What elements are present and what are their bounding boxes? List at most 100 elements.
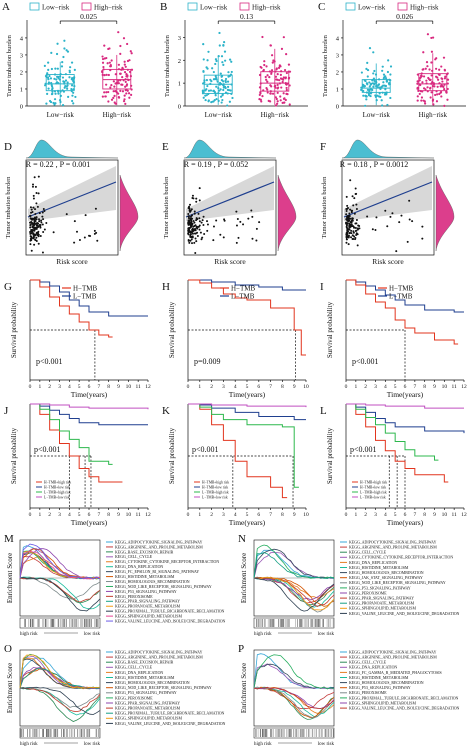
- legend-swatch-low: [29, 2, 40, 11]
- data-point-high: [286, 93, 289, 96]
- data-point: [351, 217, 354, 220]
- data-point: [353, 235, 356, 238]
- y-axis-label: Survival probability: [168, 427, 176, 484]
- data-point-low: [383, 93, 387, 96]
- x-tick-label: 2: [364, 384, 367, 390]
- pathway-name: KEGG_PEROXISOME: [115, 696, 153, 700]
- data-point: [411, 220, 414, 223]
- data-point-high: [103, 74, 106, 77]
- data-point: [38, 220, 41, 223]
- data-point: [355, 208, 358, 211]
- data-point-high: [108, 47, 111, 50]
- enrichment-curve: [253, 577, 335, 601]
- data-point-high: [288, 103, 291, 106]
- data-point-low: [387, 59, 390, 62]
- data-point-high: [102, 65, 105, 69]
- data-point: [188, 229, 191, 232]
- y-axis-label: Survival probability: [326, 427, 334, 484]
- data-point-low: [368, 85, 371, 88]
- data-point-low: [230, 92, 233, 95]
- data-point-low: [74, 95, 77, 99]
- data-point-high: [113, 94, 116, 98]
- data-point-high: [125, 92, 128, 95]
- data-point: [37, 233, 40, 236]
- legend-entry: L−TMB+low risk: [360, 496, 386, 500]
- data-point: [242, 223, 245, 226]
- data-point-low: [47, 82, 50, 85]
- data-point: [93, 229, 96, 232]
- data-point: [34, 216, 37, 219]
- x-category-high: High−risk: [103, 111, 132, 119]
- pathway-name: KEGG_HISTIDINE_METABOLISM: [349, 676, 409, 680]
- data-point-high: [259, 98, 262, 101]
- x-tick-label: 3: [374, 512, 377, 518]
- data-point: [187, 223, 190, 226]
- data-point-low: [56, 67, 59, 70]
- data-point-low: [369, 88, 372, 91]
- data-point-high: [119, 79, 122, 82]
- enrichment-curve: [19, 543, 101, 580]
- data-point-low: [360, 86, 363, 89]
- km-curve-h-tmb: [188, 279, 306, 356]
- y-axis-label: Tumor tmbation burden: [163, 176, 170, 239]
- data-point: [348, 228, 351, 231]
- x-category-low: Low−risk: [47, 111, 75, 119]
- data-point-high: [101, 55, 104, 58]
- data-point-low: [364, 94, 367, 97]
- data-point-low: [55, 78, 58, 81]
- data-point-high: [274, 70, 277, 73]
- x-tick-label: 8: [107, 512, 110, 518]
- data-point-low: [228, 89, 231, 92]
- data-point-low: [212, 70, 215, 74]
- data-point: [191, 227, 194, 230]
- data-point-high: [109, 65, 112, 68]
- x-tick-label: 0: [345, 512, 348, 518]
- data-point: [187, 227, 190, 230]
- data-point-high: [438, 82, 441, 85]
- data-point-low: [365, 67, 368, 70]
- data-point-low: [66, 87, 69, 90]
- data-point-low: [231, 96, 234, 100]
- legend-entry: L−TMB+high risk: [360, 491, 387, 495]
- data-point-high: [276, 91, 279, 94]
- data-point-low: [202, 96, 205, 99]
- data-point-high: [269, 92, 272, 95]
- pathway-name: KEGG_HOMOLOGOUS_RECOMBINATION: [349, 681, 424, 685]
- data-point-low: [53, 90, 57, 93]
- data-point-high: [274, 75, 278, 78]
- km-curve-2: [30, 403, 148, 426]
- data-point-low: [63, 39, 66, 42]
- y-tick-label: 0: [20, 104, 23, 111]
- data-point: [189, 222, 192, 225]
- data-point: [198, 220, 201, 223]
- data-point-high: [122, 37, 126, 40]
- legend-entry: H−TMB+high risk: [44, 481, 71, 485]
- density-right: [119, 174, 139, 252]
- scatter-panel-F: F R = 0.18 , P = 0.0012 Risk score Tumor tm…: [320, 139, 455, 266]
- pathway-name: KEGG_CELL_CYCLE: [349, 661, 387, 665]
- y-tick-label: 1: [178, 81, 181, 88]
- data-point-low: [364, 104, 367, 107]
- data-point: [190, 224, 193, 227]
- data-point: [33, 221, 36, 224]
- data-point-low: [65, 49, 68, 52]
- x-tick-label: 0: [187, 384, 190, 390]
- data-point-low: [60, 65, 64, 68]
- x-tick-label: 8: [281, 512, 284, 518]
- data-point-low: [226, 104, 229, 107]
- data-point-high: [261, 35, 264, 39]
- data-point-high: [431, 69, 434, 72]
- data-point-high: [430, 74, 433, 77]
- data-point: [408, 199, 411, 202]
- data-point: [355, 192, 358, 195]
- data-point-high: [125, 73, 128, 76]
- data-point-high: [280, 86, 283, 89]
- data-point: [191, 222, 194, 225]
- data-point-low: [215, 85, 218, 88]
- data-point: [347, 235, 350, 238]
- data-point-low: [389, 96, 392, 100]
- data-point-low: [222, 88, 225, 92]
- data-point-high: [119, 89, 122, 92]
- data-point-high: [273, 85, 276, 88]
- data-point-low: [61, 104, 65, 107]
